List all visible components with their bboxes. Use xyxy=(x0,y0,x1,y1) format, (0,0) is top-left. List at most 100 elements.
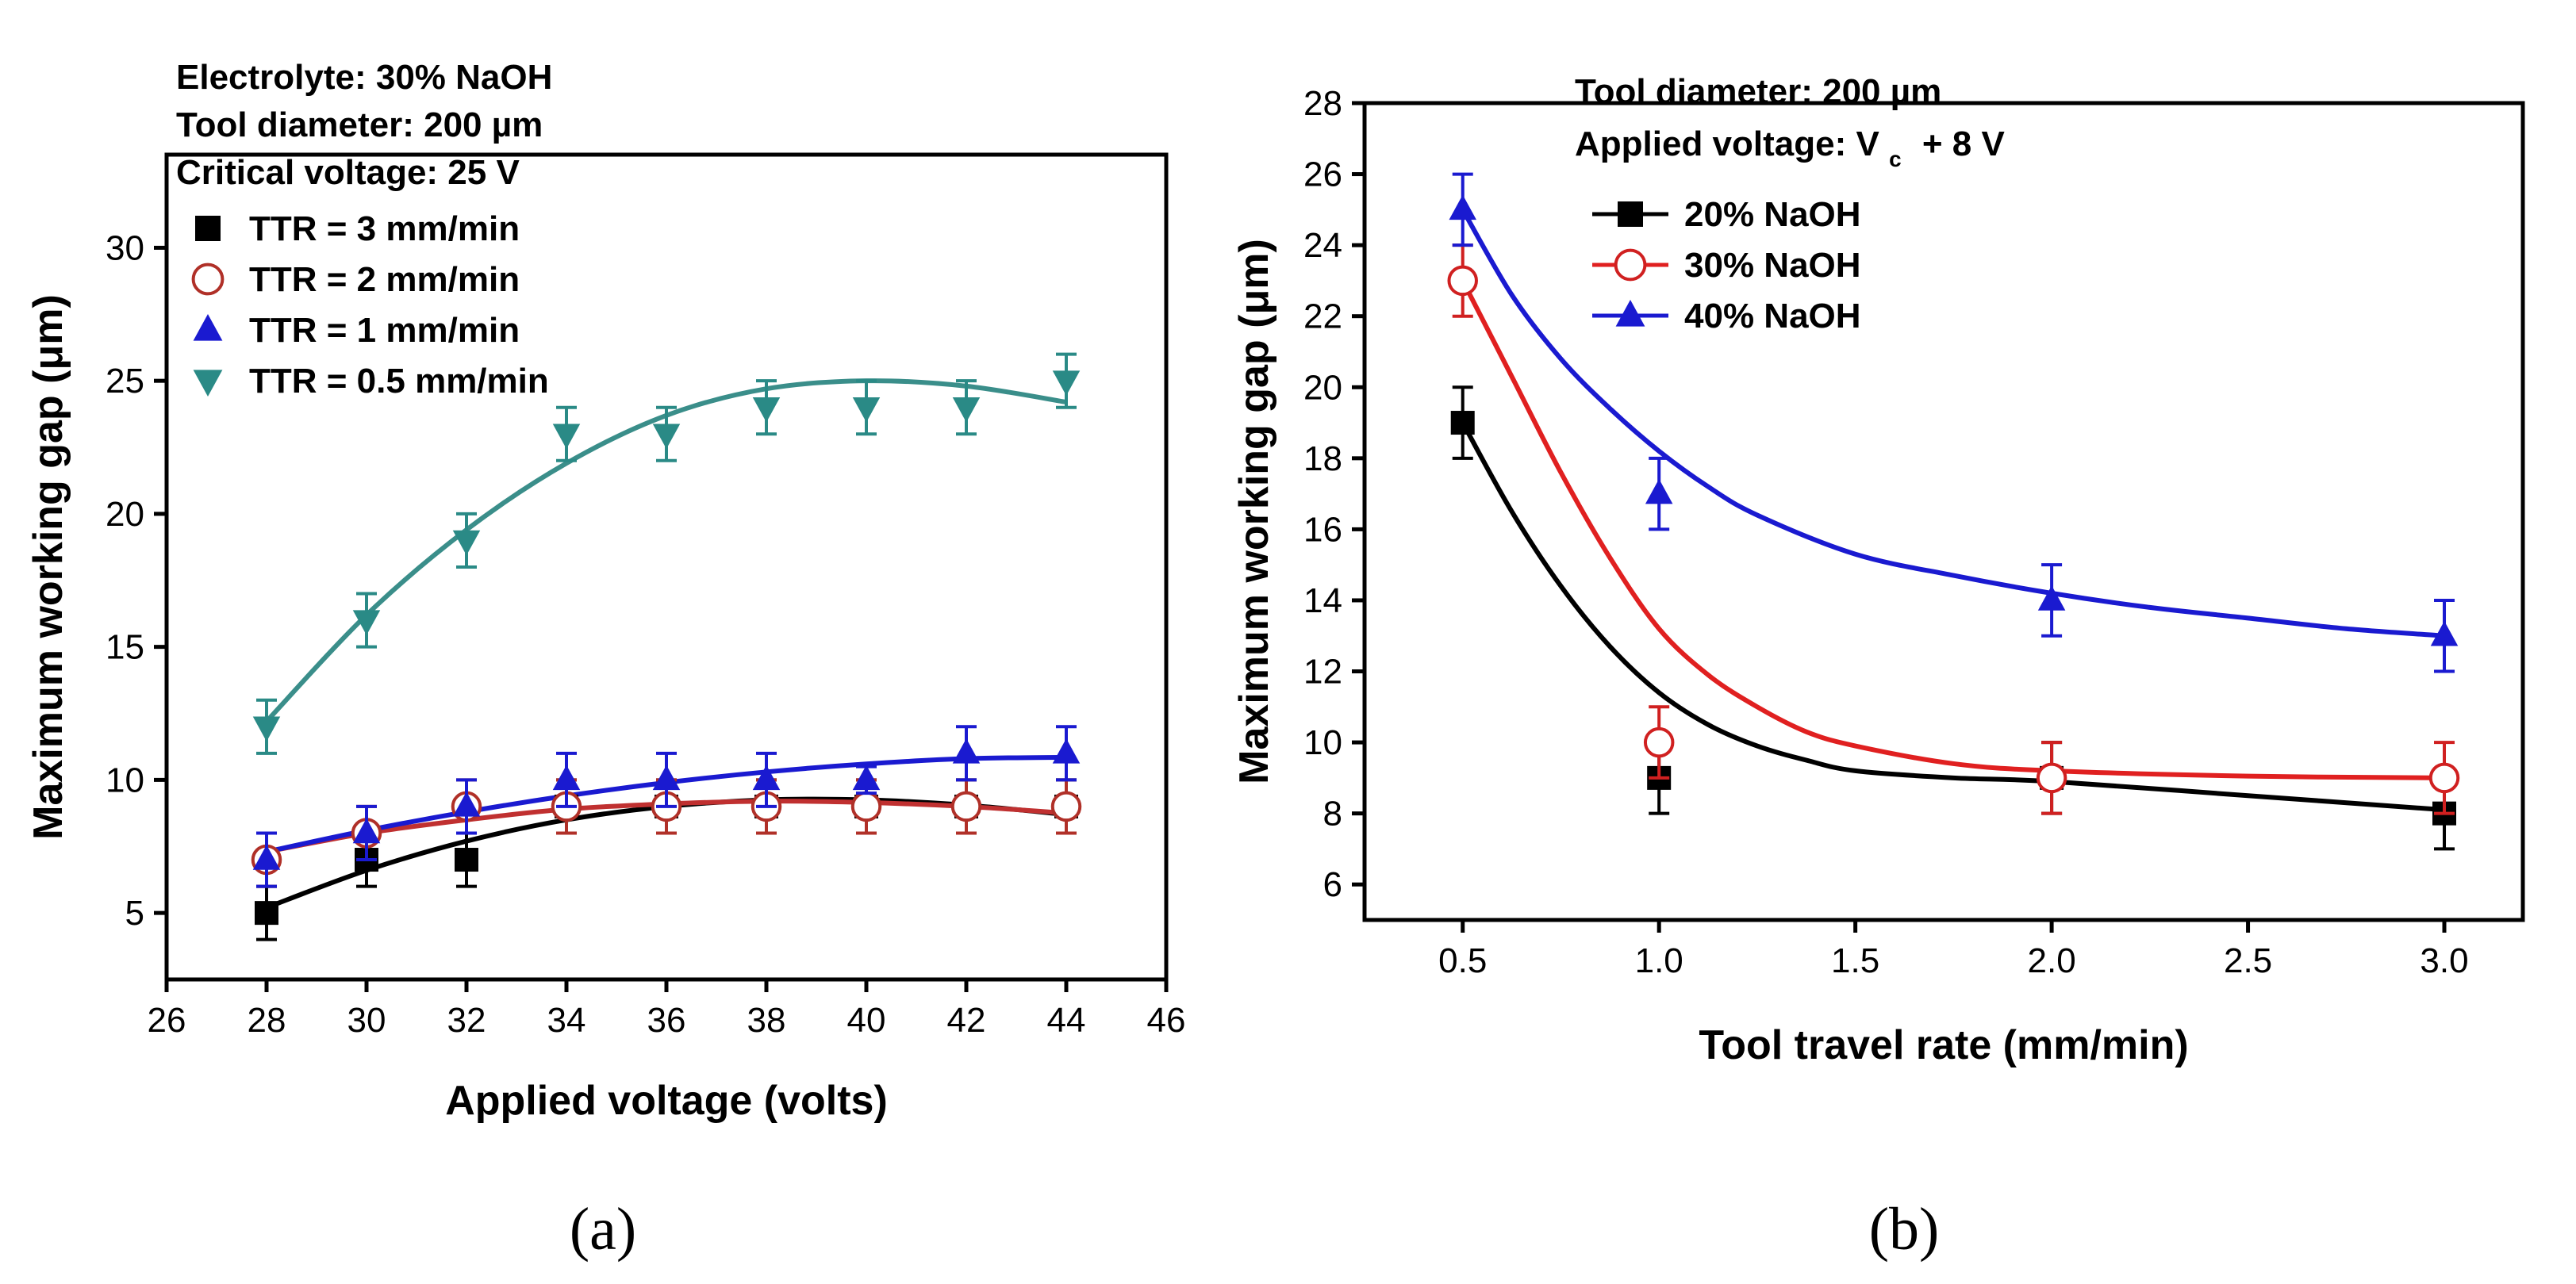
panel-b-point-30-naoh xyxy=(2428,762,2460,794)
panel-a-point-ttr-2-mm-min xyxy=(1050,791,1082,822)
panel-a-point-ttr-0-5-mm-min xyxy=(352,610,381,635)
panel-b-point-40-naoh xyxy=(1645,478,1673,504)
panel-a-point-ttr-1-mm-min xyxy=(1052,738,1081,764)
panel-a-y-tick-label: 20 xyxy=(106,495,144,534)
panel-a-caption: (a) xyxy=(570,1196,636,1263)
panel-b-x-tick-label: 1.5 xyxy=(1831,941,1879,980)
panel-b-fit-curves xyxy=(1461,208,2445,813)
panel-b-y-tick-label: 10 xyxy=(1303,723,1342,762)
panel-a-x-axis-title: Applied voltage (volts) xyxy=(445,1078,888,1124)
panel-b-legend-marker-20-naoh xyxy=(1618,201,1643,227)
panel-b-x-tick-label: 2.0 xyxy=(2028,941,2076,980)
panel-a-x-tick-label: 44 xyxy=(1047,1001,1086,1040)
panel-a-legend-marker-ttr-2-mm-min xyxy=(191,263,225,296)
panel-b-annotation-applied-voltage-sub: c xyxy=(1889,147,1902,171)
panel-b-x-axis-title: Tool travel rate (mm/min) xyxy=(1699,1022,2188,1068)
panel-a-fit-ttr-0-5-mm-min xyxy=(264,378,1067,723)
panel-a-data-marks xyxy=(251,352,1082,941)
panel-b-y-tick-label: 24 xyxy=(1303,226,1342,265)
panel-a-point-ttr-0-5-mm-min xyxy=(1052,370,1081,396)
panel-a-point-ttr-1-mm-min xyxy=(252,845,281,870)
panel-b-fit-30-naoh xyxy=(1461,279,2445,780)
panel-a-x-tick-label: 32 xyxy=(447,1001,486,1040)
panel-b-point-30-naoh xyxy=(1643,726,1675,758)
panel-b-x-tick-label: 3.0 xyxy=(2420,941,2468,980)
panel-b-point-30-naoh xyxy=(2036,762,2067,794)
panel-a-point-ttr-1-mm-min xyxy=(852,765,881,791)
panel-a-point-ttr-1-mm-min xyxy=(952,738,981,764)
panel-a-point-ttr-3-mm-min xyxy=(455,848,478,872)
panel-b-legend-marker-40-naoh xyxy=(1615,300,1645,327)
panel-a-annotation-critical-voltage: Critical voltage: 25 V xyxy=(176,153,520,192)
panel-a-point-ttr-1-mm-min xyxy=(552,765,581,791)
panel-b-chart: 0.5 1.0 1.5 2.0 2.5 3.0 6 8 10 12 14 16 18 20 22 24 26 28… xyxy=(1231,72,2525,1263)
panel-b-y-tick-label: 20 xyxy=(1303,368,1342,407)
panel-a-point-ttr-0-5-mm-min xyxy=(852,397,881,423)
panel-a-y-tick-label: 5 xyxy=(125,894,144,933)
panel-a-y-axis-title: Maximum working gap (μm) xyxy=(25,294,71,840)
panel-b-y-tick-label: 14 xyxy=(1303,581,1342,620)
panel-b-fit-20-naoh xyxy=(1461,421,2445,813)
panel-b-x-tick-label: 0.5 xyxy=(1438,941,1487,980)
panel-a-y-tick-label: 25 xyxy=(106,362,144,401)
panel-b-axis-ticks: 0.5 1.0 1.5 2.0 2.5 3.0 6 8 10 12 14 16 18 20 22 24 26 28 xyxy=(1303,84,2469,980)
panel-a-point-ttr-1-mm-min xyxy=(752,765,781,791)
panel-a-y-tick-label: 15 xyxy=(106,628,144,667)
panel-b-legend: 20% NaOH 30% NaOH 40% NaOH xyxy=(1592,195,1861,335)
panel-a-point-ttr-0-5-mm-min xyxy=(252,716,281,742)
panel-b-y-tick-label: 8 xyxy=(1323,795,1342,834)
panel-b-point-40-naoh xyxy=(2430,620,2459,646)
panel-b-data-marks xyxy=(1447,172,2460,851)
panel-a-chart: 26 28 30 32 34 36 38 40 42 44 46 5 10 15 20 25 30 Maximu… xyxy=(25,58,1185,1263)
panel-a-legend-label-ttr-0-5-mm-min: TTR = 0.5 mm/min xyxy=(249,362,549,401)
panel-b-fit-40-naoh xyxy=(1461,208,2445,638)
panel-a-point-ttr-1-mm-min xyxy=(452,791,481,817)
panel-b-caption: (b) xyxy=(1869,1196,1940,1263)
panel-a-legend-marker-ttr-1-mm-min xyxy=(193,314,223,341)
panel-b-legend-label-30-naoh: 30% NaOH xyxy=(1684,246,1861,285)
panel-a-legend-label-ttr-2-mm-min: TTR = 2 mm/min xyxy=(249,260,520,299)
panel-b-y-tick-label: 18 xyxy=(1303,439,1342,478)
panel-a-x-tick-label: 46 xyxy=(1147,1001,1186,1040)
panel-b-x-tick-label: 2.5 xyxy=(2224,941,2272,980)
panel-a-legend-marker-ttr-3-mm-min xyxy=(195,216,221,241)
panel-a-point-ttr-0-5-mm-min xyxy=(652,424,681,450)
panel-b-y-tick-label: 28 xyxy=(1303,84,1342,123)
panel-a-point-ttr-1-mm-min xyxy=(652,765,681,791)
panel-b-y-tick-label: 16 xyxy=(1303,510,1342,549)
panel-b-point-40-naoh xyxy=(2037,585,2066,611)
panel-b-y-axis-title: Maximum working gap (μm) xyxy=(1231,239,1277,784)
panel-a-point-ttr-0-5-mm-min xyxy=(552,424,581,450)
panel-a-point-ttr-0-5-mm-min xyxy=(452,530,481,556)
panel-b-legend-label-40-naoh: 40% NaOH xyxy=(1684,297,1861,335)
panel-b-legend-label-20-naoh: 20% NaOH xyxy=(1684,195,1861,234)
panel-a-annotation-tool-diameter: Tool diameter: 200 µm xyxy=(176,105,543,144)
panel-a-point-ttr-2-mm-min xyxy=(850,791,882,822)
panel-a-point-ttr-0-5-mm-min xyxy=(952,397,981,423)
panel-a-point-ttr-3-mm-min xyxy=(255,901,278,926)
panel-b-plot-frame xyxy=(1362,101,2525,922)
panel-a-x-tick-label: 42 xyxy=(947,1001,986,1040)
panel-a-x-tick-label: 40 xyxy=(847,1001,886,1040)
panel-b-y-tick-label: 12 xyxy=(1303,653,1342,692)
panel-b-point-40-naoh xyxy=(1449,194,1476,220)
panel-b-point-30-naoh xyxy=(1447,265,1478,297)
panel-b-point-20-naoh xyxy=(1450,411,1475,435)
panel-a-x-tick-label: 30 xyxy=(347,1001,386,1040)
panel-b-annotation-tool-diameter: Tool diameter: 200 µm xyxy=(1575,72,1941,111)
panel-a-x-tick-label: 36 xyxy=(647,1001,686,1040)
panel-a-point-ttr-2-mm-min xyxy=(950,791,982,822)
panel-b-y-tick-label: 26 xyxy=(1303,155,1342,194)
panel-a-point-ttr-0-5-mm-min xyxy=(752,397,781,423)
panel-b-y-tick-label: 6 xyxy=(1323,865,1342,904)
panel-a-legend-label-ttr-3-mm-min: TTR = 3 mm/min xyxy=(249,209,520,248)
panel-b-annotation-applied-voltage-main: Applied voltage: V xyxy=(1575,125,1879,163)
panel-a-annotation-electrolyte: Electrolyte: 30% NaOH xyxy=(176,58,552,97)
panel-a-x-tick-label: 38 xyxy=(747,1001,786,1040)
panel-a-x-tick-label: 34 xyxy=(547,1001,586,1040)
panel-a-y-tick-label: 30 xyxy=(106,228,144,267)
panel-a-legend-marker-ttr-0-5-mm-min xyxy=(193,370,223,397)
panel-a-legend-label-ttr-1-mm-min: TTR = 1 mm/min xyxy=(249,311,520,350)
panel-a-y-tick-label: 10 xyxy=(106,761,144,799)
